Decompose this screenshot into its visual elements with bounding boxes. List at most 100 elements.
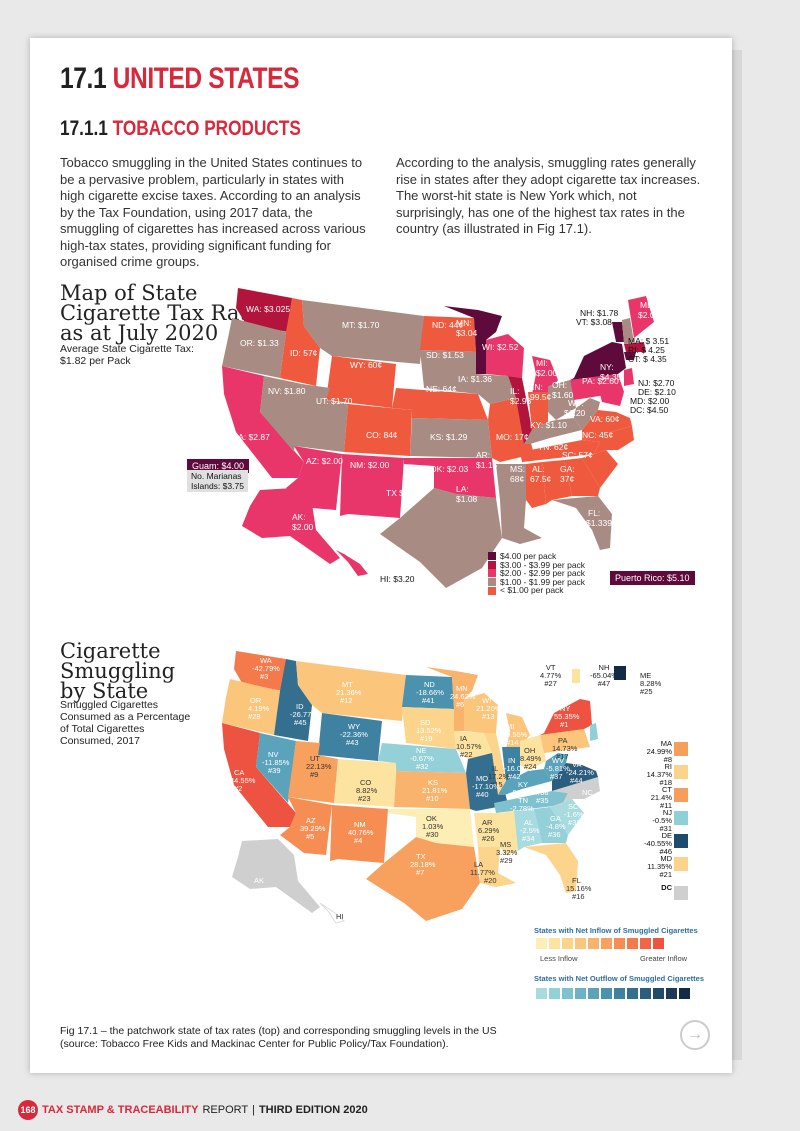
label-md: MD: $2.00 (630, 396, 669, 406)
svg-text:#1: #1 (560, 720, 568, 729)
label-ak: AK (254, 876, 264, 885)
label-ca: CA (234, 768, 244, 777)
state-mt (302, 300, 424, 364)
intro-paragraph-right: According to the analysis, smuggling rat… (396, 155, 701, 236)
svg-text:#15: #15 (490, 780, 503, 789)
state-il (508, 376, 532, 444)
label-ca: CA: $2.87 (232, 432, 270, 442)
svg-text:55.35%: 55.35% (554, 712, 580, 721)
label-fl: FL (572, 876, 581, 885)
next-page-button[interactable]: → (680, 1020, 710, 1050)
label-hi: HI: $3.20 (380, 574, 415, 584)
side-swatch-ri (674, 765, 688, 779)
label-pa: PA (558, 736, 567, 745)
state-wi (464, 693, 498, 733)
label-ri: RI: $ 4.25 (628, 345, 665, 355)
side-state-de: DE -40.55% #46 (644, 831, 672, 856)
intro-paragraph-left: Tobacco smuggling in the United States c… (60, 155, 366, 269)
label-ks: KS: $1.29 (430, 432, 468, 442)
label-or: OR: $1.33 (240, 338, 279, 348)
ramp-swatch (549, 988, 560, 999)
smuggling-map-state-labels: WA -42.79% #3 OR 4.19% #28 ID -26.77% #4… (230, 656, 594, 921)
label-co: CO (360, 778, 371, 787)
state-co (344, 404, 412, 456)
state-hi (319, 902, 345, 924)
label-wi: WI (482, 696, 491, 705)
legend-swatch (488, 569, 496, 578)
svg-text:#43: #43 (346, 738, 359, 747)
label-sc: SC: 57¢ (562, 450, 593, 460)
state-al (542, 460, 572, 504)
side-state-md: MD 11.35% #21 (647, 854, 672, 879)
subsection-heading: 17.1.1 TOBACCO PRODUCTS (60, 117, 301, 140)
smuggling-map: WA -42.79% #3 OR 4.19% #28 ID -26.77% #4… (222, 651, 600, 924)
label-ia: IA (460, 734, 467, 743)
inflow-high-label: Greater Inflow (640, 954, 688, 963)
ramp-swatch (601, 938, 612, 949)
label-ky: KY: $1.10 (530, 420, 567, 430)
svg-text:#3: #3 (260, 672, 268, 681)
outflow-ramp (536, 988, 690, 999)
state-wy (326, 356, 396, 408)
state-nd (420, 316, 476, 352)
label-ar: AR (482, 818, 493, 827)
legend-swatch (488, 586, 496, 595)
svg-text:-24.21%: -24.21% (566, 768, 594, 777)
ramp-swatch (575, 988, 586, 999)
label-al: AL: (532, 464, 545, 474)
label-mn: MN: (456, 318, 472, 328)
label-nh: NH: $1.78 (580, 308, 619, 318)
ramp-swatch (549, 938, 560, 949)
state-md (600, 392, 624, 406)
label-al: AL (524, 818, 533, 827)
state-ne (392, 388, 488, 420)
vt-swatch (572, 669, 580, 683)
svg-text:#17: #17 (556, 752, 569, 761)
label-mi: MI: (536, 358, 548, 368)
svg-text:#37: #37 (550, 772, 563, 781)
side-state-ri: RI 14.37% #18 (646, 762, 672, 787)
label-oh: OH (524, 746, 535, 755)
svg-text:15.16%: 15.16% (566, 884, 592, 893)
svg-text:-16.08%: -16.08% (504, 764, 532, 773)
svg-text:#41: #41 (422, 696, 435, 705)
svg-text:-4.8%: -4.8% (546, 822, 566, 831)
label-nm: NM (354, 820, 366, 829)
state-ms (526, 462, 546, 508)
svg-text:#14: #14 (506, 738, 519, 747)
label-fl-value: $1.339 (586, 518, 612, 528)
label-ar-value: $1.15 (476, 460, 498, 470)
label-nj: NJ: $2.70 (638, 378, 675, 388)
label-ky: KY (518, 780, 528, 789)
state-id (280, 298, 320, 386)
label-me-value: $2.00 (638, 310, 660, 320)
svg-text:14.73%: 14.73% (552, 744, 578, 753)
svg-text:#38: #38 (536, 788, 549, 797)
ramp-swatch (640, 988, 651, 999)
legend-item: $1.00 - $1.99 per pack (488, 578, 585, 587)
svg-text:21.81%: 21.81% (422, 786, 448, 795)
label-sd: SD (420, 718, 431, 727)
footer-brand: TAX STAMP & TRACEABILITY (42, 1104, 199, 1116)
label-la-value: $1.08 (456, 494, 478, 504)
state-va (552, 763, 598, 791)
label-ok: OK: $2.03 (430, 464, 469, 474)
state-me (628, 296, 654, 338)
state-ms (500, 811, 518, 855)
footer-edition: THIRD EDITION 2020 (258, 1104, 368, 1116)
state-tn (494, 791, 568, 813)
label-tn: TN: 62¢ (538, 442, 569, 452)
state-ks (394, 771, 470, 809)
page-sheet (30, 38, 732, 1073)
side-state-ct: CT 21.4% #11 (650, 785, 672, 810)
label-mt: MT (342, 680, 353, 689)
label-mi: MI (506, 722, 514, 731)
ramp-swatch (640, 938, 651, 949)
svg-text:#36: #36 (548, 830, 561, 839)
label-ga: GA: (560, 464, 575, 474)
label-oh: OH: (552, 380, 567, 390)
svg-text:#5: #5 (306, 832, 314, 841)
state-hi (336, 550, 368, 576)
svg-text:#29: #29 (500, 856, 513, 865)
ramp-swatch (679, 988, 690, 999)
